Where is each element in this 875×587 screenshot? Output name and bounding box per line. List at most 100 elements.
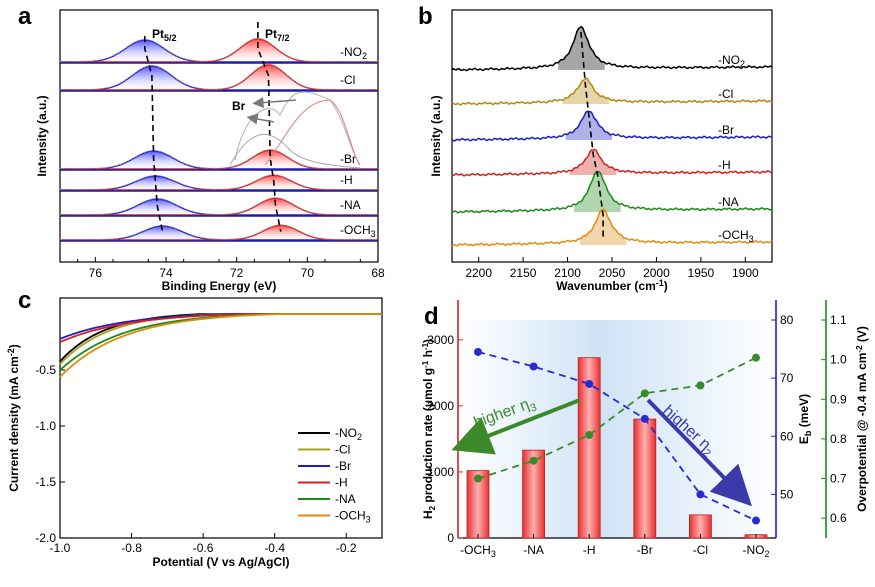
panel-label-a: a bbox=[18, 3, 32, 30]
op-tick-label: 0.8 bbox=[830, 432, 847, 446]
series-label--H: -H bbox=[718, 158, 731, 172]
legend-label--Cl: -Cl bbox=[335, 443, 350, 457]
ir-curve--H bbox=[451, 148, 773, 177]
x-tick-label: 72 bbox=[230, 266, 244, 280]
overpotential-point-1 bbox=[529, 456, 538, 465]
category-label-0: -OCH3 bbox=[460, 543, 496, 559]
y-tick-label: -2.0 bbox=[35, 531, 56, 545]
data-points--Br bbox=[60, 149, 378, 169]
peak-fill--Br bbox=[565, 111, 612, 140]
pt72-curve--H bbox=[60, 174, 378, 191]
x-tick-label: -0.6 bbox=[193, 541, 214, 555]
y-axis-label: Intensity (a.u.) bbox=[35, 95, 49, 176]
eb-tick-label: 70 bbox=[780, 371, 794, 385]
series-label--NO2: -NO2 bbox=[718, 53, 745, 69]
data-points--Cl bbox=[60, 63, 378, 90]
pt72-curve--Br bbox=[60, 149, 378, 170]
x-tick-label: -0.4 bbox=[264, 541, 285, 555]
left-tick-label: 1000 bbox=[427, 465, 454, 479]
pt52-curve--Br bbox=[60, 150, 378, 170]
op-tick-label: 1.0 bbox=[830, 353, 847, 367]
pt72-curve--OCH3 bbox=[60, 224, 378, 241]
x-tick-label: 2200 bbox=[465, 266, 492, 280]
pt52-fill--OCH3 bbox=[60, 226, 378, 240]
pt72-fill--Br bbox=[60, 150, 378, 169]
x-tick-label: -1.0 bbox=[50, 541, 71, 555]
eta2-arrow bbox=[646, 398, 752, 507]
series-label--NA: -NA bbox=[340, 198, 361, 212]
peak-fill--NO2 bbox=[558, 26, 605, 71]
series-label--Cl: -Cl bbox=[718, 87, 733, 101]
series-label--H: -H bbox=[340, 173, 353, 187]
x-tick-label: 2150 bbox=[510, 266, 537, 280]
x-tick-label: 68 bbox=[371, 266, 385, 280]
op-axis-label: Overpotential @ -0.4 mA cm-2 (V) bbox=[855, 326, 869, 512]
panel-a: 76 74 72 70 68 Binding Energy (eV) Intensity (… bbox=[35, 22, 385, 293]
pt52-fill--Cl bbox=[60, 66, 378, 90]
category-label-3: -Br bbox=[637, 543, 653, 557]
left-tick-label: 0 bbox=[447, 531, 454, 545]
ir-curve--Cl bbox=[451, 77, 773, 106]
x-tick-label: 2000 bbox=[643, 266, 670, 280]
series-label--Cl: -Cl bbox=[340, 73, 355, 87]
br-component-1 bbox=[229, 133, 361, 169]
panel-label-c: c bbox=[18, 287, 31, 314]
pt52-curve--OCH3 bbox=[60, 225, 378, 241]
pt52-fill--NO2 bbox=[60, 40, 378, 62]
left-tick-label: 3000 bbox=[427, 333, 454, 347]
eb-point-3 bbox=[640, 414, 649, 423]
overpotential-point-4 bbox=[696, 381, 705, 390]
pt52-fill--H bbox=[60, 176, 378, 190]
ir-curve--NA bbox=[451, 171, 773, 214]
left-tick-label: 2000 bbox=[427, 399, 454, 413]
peak-fill--H bbox=[569, 149, 617, 175]
legend-label--OCH3: -OCH3 bbox=[335, 509, 371, 525]
peak-fill--Cl bbox=[562, 78, 610, 104]
category-label-2: -H bbox=[583, 543, 596, 557]
panel-b: 2200 2150 2100 2050 2000 1950 1900 Wavenumber (… bbox=[429, 25, 773, 293]
legend-label--NA: -NA bbox=[335, 492, 356, 506]
ir-curve--Br bbox=[451, 110, 773, 142]
overpotential-point-5 bbox=[752, 353, 760, 362]
x-axis-label: Binding Energy (eV) bbox=[162, 279, 277, 293]
br-annotation: Br bbox=[232, 99, 246, 113]
op-tick-label: 0.6 bbox=[830, 511, 847, 525]
br-arrow bbox=[252, 96, 297, 109]
x-tick-label: 2050 bbox=[599, 266, 626, 280]
series-label--OCH3: -OCH3 bbox=[340, 223, 376, 239]
eta3-arrow bbox=[451, 398, 581, 455]
lsv-curve--NO2 bbox=[59, 313, 382, 363]
legend-label--H: -H bbox=[335, 476, 348, 490]
y-axis-label: Current density (mA cm-2) bbox=[6, 344, 21, 492]
x-axis-label: Potential (V vs Ag/AgCl) bbox=[153, 555, 290, 569]
overpotential-line bbox=[477, 356, 757, 480]
category-label-5: -NO2 bbox=[742, 543, 769, 559]
y-tick-label: -1.5 bbox=[35, 475, 56, 489]
series-label--NA: -NA bbox=[718, 195, 739, 209]
op-tick-label: 0.9 bbox=[830, 392, 847, 406]
peak-shift-line bbox=[580, 31, 604, 238]
legend-label--NO2: -NO2 bbox=[335, 426, 362, 442]
pt72-fill--OCH3 bbox=[60, 225, 378, 240]
pt72-label: Pt7/2 bbox=[265, 27, 290, 43]
pt72-curve--NA bbox=[60, 197, 378, 216]
eb-axis-label: Eb (meV) bbox=[797, 394, 813, 444]
x-tick-label: 76 bbox=[89, 266, 103, 280]
eb-tick-label: 80 bbox=[780, 313, 794, 327]
y-axis-label: Intensity (a.u.) bbox=[429, 95, 443, 176]
pt52-curve--NO2 bbox=[60, 39, 378, 63]
pt52-curve--Cl bbox=[60, 65, 378, 91]
br-arrow-2 bbox=[246, 113, 275, 125]
series-label--Br: -Br bbox=[340, 152, 356, 166]
series-label--Br: -Br bbox=[718, 123, 734, 137]
pt72-curve--Cl bbox=[60, 64, 378, 91]
x-tick-label: 1900 bbox=[732, 266, 759, 280]
lsv-curve--OCH3 bbox=[59, 313, 382, 378]
x-tick-label: -0.8 bbox=[121, 541, 142, 555]
data-points--NA bbox=[60, 197, 378, 215]
category-label-1: -NA bbox=[523, 543, 544, 557]
left-axis-label: H2 production rate (μmol g-1 h-1) bbox=[421, 339, 437, 519]
category-label-4: -Cl bbox=[693, 543, 708, 557]
overpotential-point-2 bbox=[585, 430, 594, 439]
